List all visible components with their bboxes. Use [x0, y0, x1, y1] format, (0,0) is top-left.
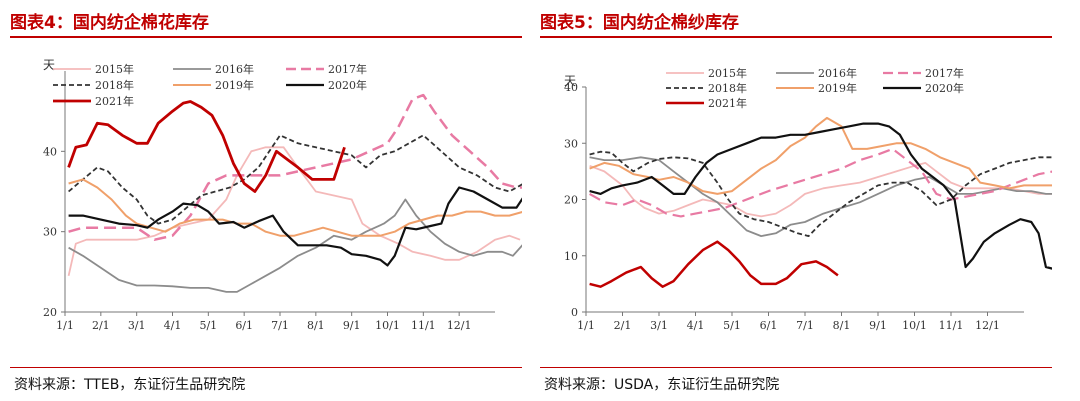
legend-label: 2019年 [215, 78, 254, 92]
series-line-2016年 [68, 198, 522, 293]
x-tick-label: 7/1 [796, 319, 814, 332]
y-tick-label: 20 [564, 194, 578, 207]
y-axis-label: 天 [43, 58, 55, 72]
series-line-2017年 [68, 93, 522, 241]
x-tick-label: 3/1 [128, 319, 146, 332]
series-line-2015年 [589, 162, 1052, 218]
legend-label: 2016年 [215, 62, 254, 76]
series-line-2020年 [589, 122, 1052, 270]
source-rule [10, 367, 522, 368]
y-tick-label: 40 [43, 145, 57, 158]
x-tick-label: 8/1 [307, 319, 325, 332]
legend-label: 2021年 [708, 96, 747, 110]
x-tick-label: 11/1 [411, 319, 436, 332]
series-line-2015年 [67, 146, 521, 276]
x-tick-label: 9/1 [343, 319, 361, 332]
x-tick-label: 2/1 [92, 319, 110, 332]
y-tick-label: 10 [564, 250, 578, 263]
yarn-stock-chart: 0 10 20 30 40天 1/1 2/1 3/1 4/1 5/1 6/1 7/1 8/1 9/1 10/… [564, 66, 1052, 332]
chart-title: 图表5：国内纺企棉纱库存 [540, 13, 739, 33]
y-tick-label: 0 [571, 306, 578, 319]
legend-label: 2018年 [708, 81, 747, 95]
x-tick-label: 1/1 [56, 319, 74, 332]
y-tick-label: 30 [43, 226, 57, 239]
title-rule [10, 36, 522, 38]
y-axis-label: 天 [564, 74, 576, 88]
x-tick-label: 4/1 [687, 319, 705, 332]
legend-label: 2017年 [328, 62, 367, 76]
x-tick-label: 4/1 [164, 319, 182, 332]
series-line-2019年 [68, 178, 522, 237]
legend-label: 2016年 [818, 66, 857, 80]
series-line-2021年 [67, 100, 346, 193]
x-tick-label: 3/1 [650, 319, 668, 332]
chart-panel-left: 图表4：国内纺企棉花库存 20 30 40 天 1/1 2/1 3/1 4/1 5/1 6/1 7/… [10, 0, 530, 401]
x-tick-label: 2/1 [614, 319, 632, 332]
legend-label: 2020年 [328, 78, 367, 92]
series-line-2019年 [589, 116, 1052, 195]
x-tick-label: 5/1 [723, 319, 741, 332]
x-tick-label: 1/1 [577, 319, 595, 332]
legend-label: 2015年 [95, 62, 134, 76]
y-tick-label: 20 [43, 306, 57, 319]
legend-label: 2020年 [925, 81, 964, 95]
legend-label: 2017年 [925, 66, 964, 80]
series-line-2017年 [589, 147, 1052, 218]
x-tick-label: 5/1 [199, 319, 217, 332]
series-line-2016年 [589, 156, 1052, 238]
legend-label: 2015年 [708, 66, 747, 80]
series-line-2018年 [589, 150, 1052, 238]
source-rule [540, 367, 1052, 368]
x-tick-label: 7/1 [271, 319, 289, 332]
cotton-stock-chart: 20 30 40 天 1/1 2/1 3/1 4/1 5/1 6/1 7/1 8/1 9/1 10/1 11… [43, 58, 522, 332]
series-line-2018年 [68, 134, 522, 225]
legend-label: 2018年 [95, 78, 134, 92]
x-tick-label: 9/1 [869, 319, 887, 332]
x-tick-label: 6/1 [235, 319, 253, 332]
source-note: 资料来源：TTEB，东证衍生品研究院 [14, 377, 246, 393]
x-tick-label: 11/1 [939, 319, 964, 332]
x-tick-label: 12/1 [447, 319, 472, 332]
x-tick-label: 10/1 [375, 319, 400, 332]
y-tick-label: 30 [564, 137, 578, 150]
x-tick-label: 10/1 [902, 319, 927, 332]
series-line-2021年 [589, 240, 839, 288]
source-note: 资料来源：USDA，东证衍生品研究院 [544, 377, 780, 393]
x-tick-label: 6/1 [760, 319, 778, 332]
chart-title: 图表4：国内纺企棉花库存 [10, 13, 209, 33]
legend-label: 2021年 [95, 94, 134, 108]
series-line-2020年 [68, 186, 522, 267]
title-rule [540, 36, 1052, 38]
x-tick-label: 8/1 [833, 319, 851, 332]
y-tick-label: 40 [564, 81, 578, 94]
x-tick-label: 12/1 [975, 319, 1000, 332]
chart-panel-right: 图表5：国内纺企棉纱库存 0 10 20 30 40 天 1/1 2/1 3/1 4/1 5/1 6/… [540, 0, 1060, 401]
legend-label: 2019年 [818, 81, 857, 95]
